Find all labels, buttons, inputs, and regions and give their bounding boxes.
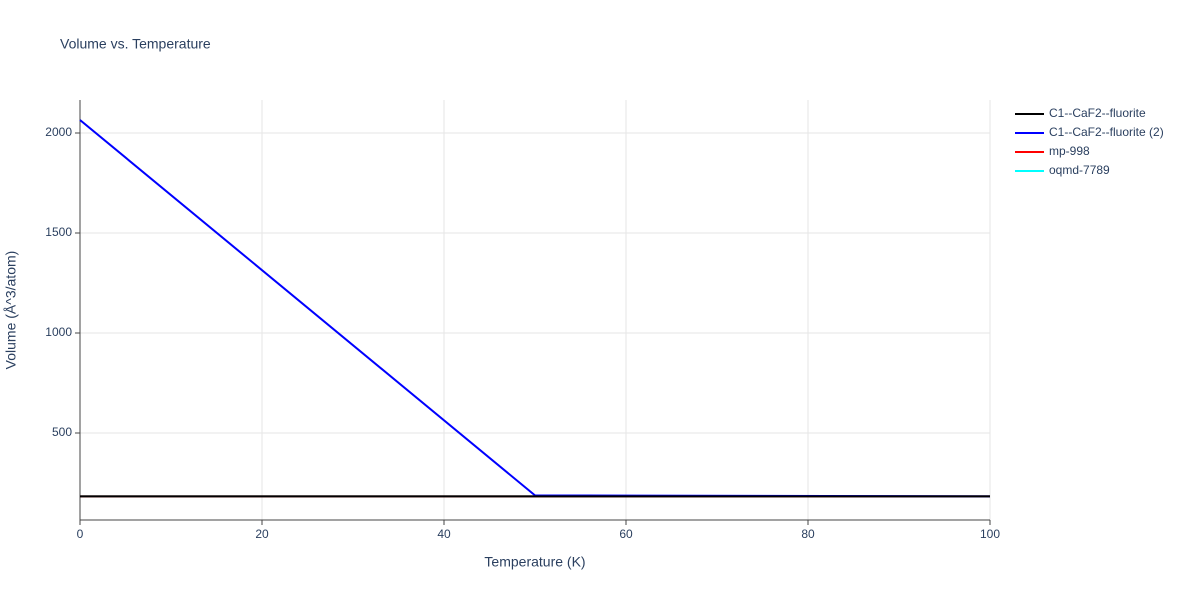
x-axis-label: Temperature (K) bbox=[484, 554, 585, 570]
chart-title: Volume vs. Temperature bbox=[60, 36, 211, 52]
x-tick-label: 100 bbox=[980, 527, 1000, 541]
x-tick-label: 80 bbox=[801, 527, 815, 541]
y-tick-label: 500 bbox=[52, 425, 72, 439]
legend-label: oqmd-7789 bbox=[1049, 163, 1110, 177]
x-tick-label: 60 bbox=[619, 527, 633, 541]
y-tick-label: 1500 bbox=[45, 225, 72, 239]
x-tick-label: 0 bbox=[77, 527, 84, 541]
series-line bbox=[79, 119, 991, 498]
legend-label: C1--CaF2--fluorite (2) bbox=[1049, 125, 1164, 139]
y-tick-label: 1000 bbox=[45, 325, 72, 339]
legend-label: C1--CaF2--fluorite bbox=[1049, 106, 1146, 120]
y-tick-label: 2000 bbox=[45, 125, 72, 139]
y-axis-label: Volume (Å^3/atom) bbox=[3, 251, 19, 370]
x-tick-label: 40 bbox=[437, 527, 451, 541]
legend-label: mp-998 bbox=[1049, 144, 1090, 158]
x-tick-label: 20 bbox=[255, 527, 269, 541]
